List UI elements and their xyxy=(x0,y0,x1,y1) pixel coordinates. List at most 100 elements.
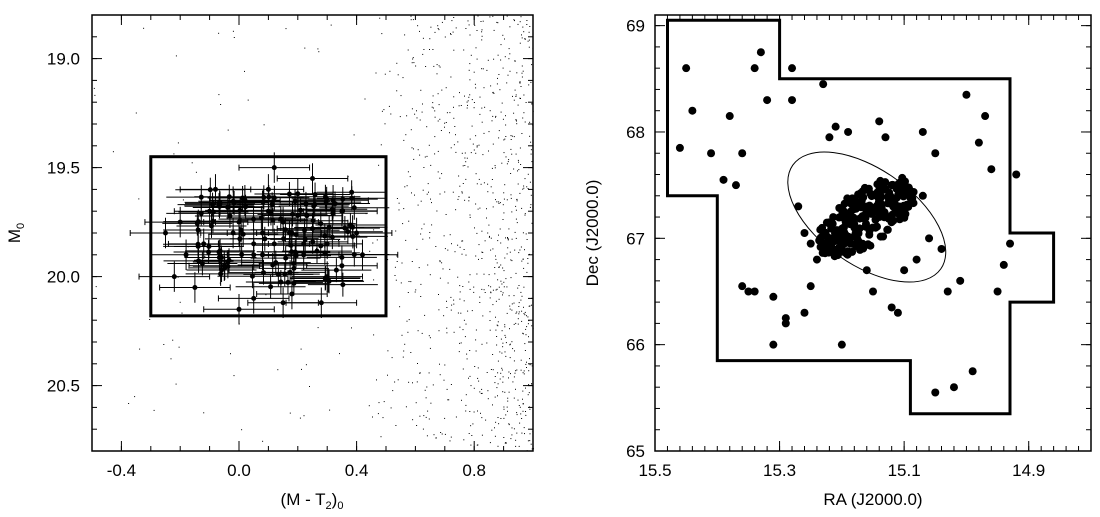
star-point xyxy=(931,149,940,158)
field-star xyxy=(422,53,424,55)
field-star xyxy=(444,417,446,419)
field-star xyxy=(413,62,415,64)
field-star xyxy=(387,350,389,352)
field-star xyxy=(390,407,392,409)
field-star xyxy=(475,173,477,175)
field-star xyxy=(430,164,432,166)
field-star xyxy=(467,20,469,22)
field-star xyxy=(491,179,493,180)
field-star xyxy=(488,236,490,238)
field-star xyxy=(425,397,427,399)
star-point xyxy=(837,340,846,349)
field-star xyxy=(522,188,524,190)
field-star xyxy=(495,255,496,257)
field-star xyxy=(502,376,504,378)
field-star xyxy=(510,148,512,150)
field-star xyxy=(503,270,505,272)
field-star xyxy=(516,311,518,313)
field-star xyxy=(529,364,531,366)
field-star xyxy=(403,208,405,210)
field-star xyxy=(438,29,440,31)
field-star xyxy=(531,383,532,385)
field-star xyxy=(373,334,375,336)
field-star xyxy=(519,97,521,99)
field-star xyxy=(489,320,491,321)
field-star xyxy=(182,199,184,201)
field-star xyxy=(467,310,469,312)
field-star xyxy=(523,31,525,33)
field-star xyxy=(512,95,513,97)
star-point xyxy=(744,287,753,296)
field-star xyxy=(525,411,526,412)
field-star xyxy=(497,372,499,374)
field-star xyxy=(530,443,532,445)
field-star xyxy=(441,21,443,23)
field-star xyxy=(522,333,524,335)
field-star xyxy=(495,289,497,291)
field-star xyxy=(426,193,428,195)
field-star xyxy=(400,95,402,97)
star-point xyxy=(869,287,877,296)
field-star xyxy=(517,183,519,185)
field-star xyxy=(453,144,455,146)
field-star xyxy=(483,87,485,89)
field-star xyxy=(509,251,511,253)
field-star xyxy=(505,278,507,280)
field-star xyxy=(475,135,477,137)
field-star xyxy=(506,253,508,255)
field-star xyxy=(406,320,408,322)
field-star xyxy=(501,369,503,371)
field-star xyxy=(422,37,424,39)
field-star xyxy=(510,139,512,140)
field-star xyxy=(513,428,515,430)
field-star xyxy=(396,90,398,92)
field-star xyxy=(481,343,483,345)
field-star xyxy=(531,365,533,367)
field-star xyxy=(492,404,493,406)
field-star xyxy=(453,106,454,108)
field-star xyxy=(516,200,518,202)
field-star xyxy=(482,154,484,156)
field-star xyxy=(532,328,534,329)
field-star xyxy=(446,300,447,302)
field-star xyxy=(457,198,459,200)
field-star xyxy=(513,323,515,325)
field-star xyxy=(435,246,437,247)
field-star xyxy=(463,49,465,51)
star-point xyxy=(865,230,874,239)
field-star xyxy=(501,330,503,332)
field-star xyxy=(464,336,466,338)
field-star xyxy=(379,17,381,19)
field-star xyxy=(497,395,498,397)
field-star xyxy=(420,283,422,285)
field-star xyxy=(526,361,527,363)
field-star xyxy=(467,100,469,102)
data-point xyxy=(129,217,202,249)
selection-box xyxy=(149,155,388,318)
field-star xyxy=(492,192,494,194)
field-star xyxy=(373,229,375,231)
field-star xyxy=(507,410,508,412)
field-star xyxy=(490,369,492,370)
field-star xyxy=(522,410,524,412)
field-star xyxy=(369,250,371,252)
field-star xyxy=(443,379,445,381)
field-star xyxy=(455,134,456,136)
field-star xyxy=(500,338,502,340)
field-star xyxy=(481,35,483,37)
field-star xyxy=(233,375,235,377)
field-star xyxy=(112,151,114,153)
field-star xyxy=(399,116,401,118)
field-star xyxy=(490,291,492,293)
star-point xyxy=(835,243,844,252)
field-star xyxy=(396,62,398,64)
data-point xyxy=(185,261,256,286)
field-star xyxy=(515,322,517,324)
field-star xyxy=(521,295,523,297)
field-star xyxy=(477,208,479,210)
field-star xyxy=(353,134,355,136)
field-star xyxy=(401,262,403,264)
field-star xyxy=(428,144,430,146)
field-star xyxy=(405,406,407,408)
field-star xyxy=(508,371,510,373)
